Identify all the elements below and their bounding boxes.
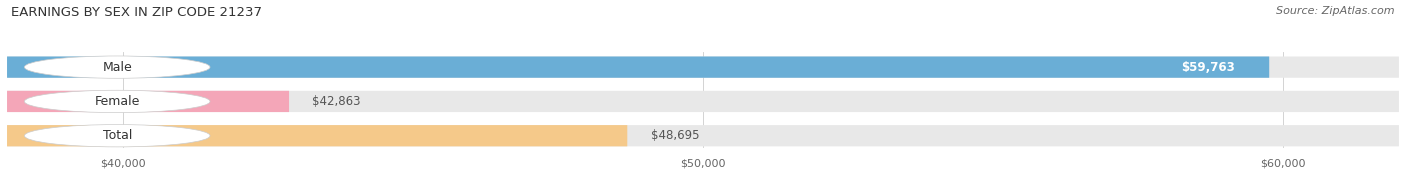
FancyBboxPatch shape xyxy=(7,125,1399,146)
Ellipse shape xyxy=(24,125,209,147)
Text: Total: Total xyxy=(103,129,132,142)
Text: Female: Female xyxy=(94,95,141,108)
Ellipse shape xyxy=(24,56,209,78)
FancyBboxPatch shape xyxy=(7,56,1270,78)
Text: Source: ZipAtlas.com: Source: ZipAtlas.com xyxy=(1277,6,1395,16)
FancyBboxPatch shape xyxy=(7,56,1399,78)
Ellipse shape xyxy=(24,90,209,113)
Text: $42,863: $42,863 xyxy=(312,95,361,108)
Text: $48,695: $48,695 xyxy=(651,129,699,142)
FancyBboxPatch shape xyxy=(7,125,627,146)
Text: EARNINGS BY SEX IN ZIP CODE 21237: EARNINGS BY SEX IN ZIP CODE 21237 xyxy=(11,6,263,19)
FancyBboxPatch shape xyxy=(7,91,290,112)
FancyBboxPatch shape xyxy=(7,91,1399,112)
Text: Male: Male xyxy=(103,61,132,74)
Text: $59,763: $59,763 xyxy=(1181,61,1234,74)
